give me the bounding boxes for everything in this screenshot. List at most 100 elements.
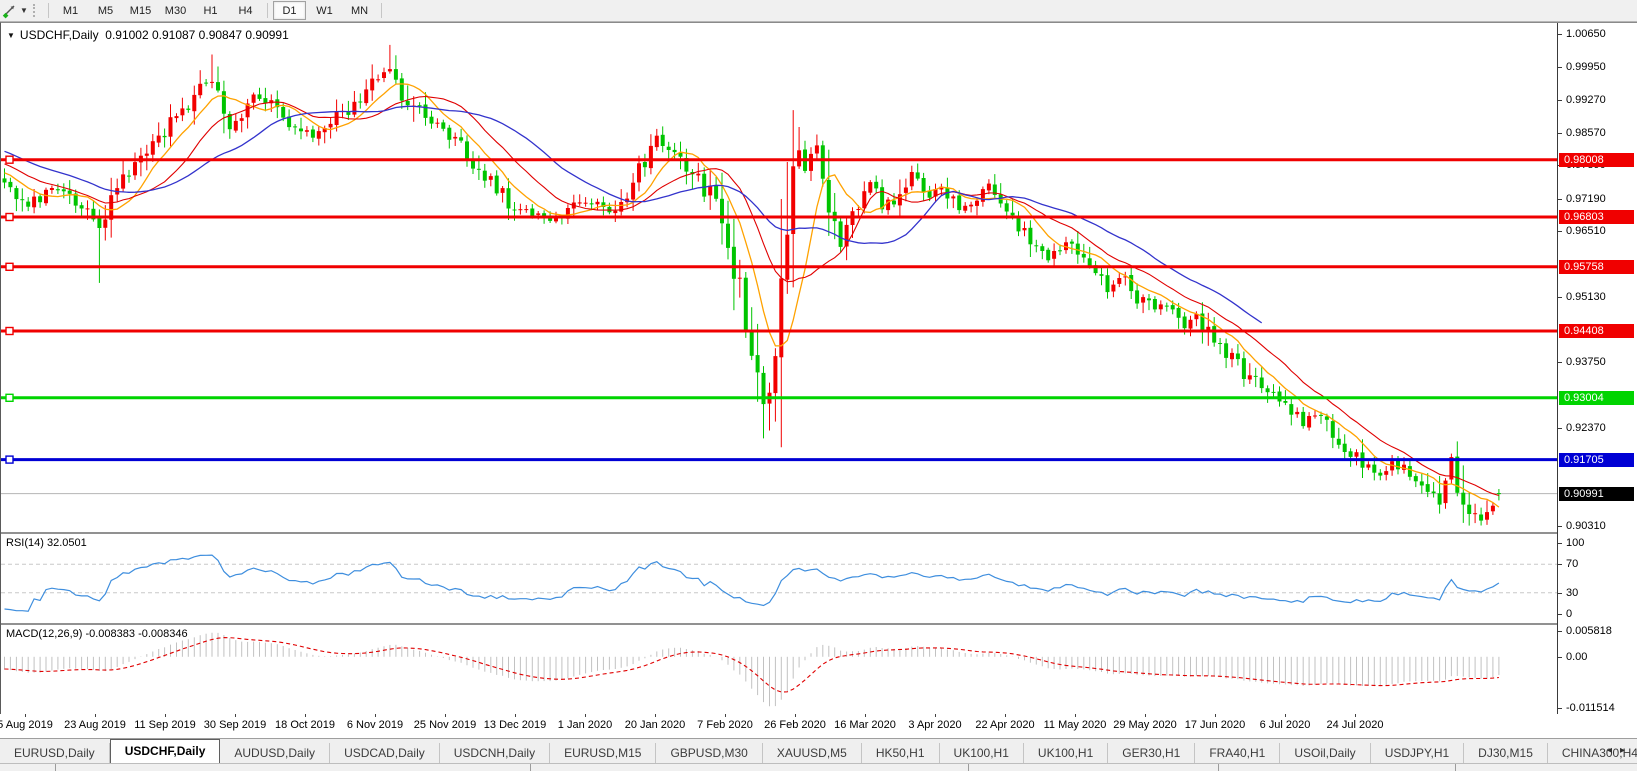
price-tick-mark [1558,296,1562,298]
price-tick-label: 0.98570 [1566,127,1606,139]
chart-tab-usdjpy-h1[interactable]: USDJPY,H1 [1371,743,1465,764]
horizontal-level-lines[interactable] [1,155,1557,464]
chart-tab-eurusd-m15[interactable]: EURUSD,M15 [550,743,657,764]
macd-pane[interactable]: MACD(12,26,9) -0.008383 -0.008346 [1,625,1557,715]
price-chart-pane[interactable]: ▼ USDCHF,Daily 0.91002 0.91087 0.90847 0.… [1,23,1557,534]
macd-signal-line [4,637,1499,693]
status-divider [55,764,56,771]
toolbar-grip[interactable] [33,4,39,17]
date-tick-mark [445,714,446,717]
date-tick-mark [865,714,866,717]
date-label: 24 Jul 2020 [1326,719,1384,731]
date-tick-mark [165,714,166,717]
chart-tab-usdchf-daily[interactable]: USDCHF,Daily [109,739,221,764]
date-tick-mark [25,714,26,717]
date-tick-mark [655,714,656,717]
date-label: 20 Jan 2020 [624,719,686,731]
timeframe-button-m15[interactable]: M15 [129,4,152,17]
pointer-tool-icon[interactable] [0,3,18,19]
price-tick-label: 0.99270 [1566,93,1606,106]
price-tick-label: 0.96510 [1566,225,1606,237]
date-tick-mark [305,714,306,717]
timeframe-button-h1[interactable]: H1 [203,4,218,17]
date-label: 18 Oct 2019 [275,719,335,731]
ma-line-28 [4,105,1263,324]
price-tick-label: 0.93750 [1566,356,1606,369]
date-label: 5 Aug 2019 [0,719,53,731]
tab-scroll-arrows[interactable]: ◂▸ [1606,745,1633,756]
status-divider [1455,764,1456,771]
chart-tab-eurusd-daily[interactable]: EURUSD,Daily [0,743,110,764]
status-divider [530,764,531,771]
chart-title: ▼ USDCHF,Daily 0.91002 0.91087 0.90847 0.… [7,28,289,42]
date-label: 11 May 2020 [1043,719,1107,731]
price-tick-label: 0.99950 [1566,61,1606,74]
chart-title-text: USDCHF,Daily 0.91002 0.91087 0.90847 0.9… [19,28,289,42]
chart-tab-china300-h4[interactable]: CHINA300,H4 [1548,743,1637,764]
top-toolbar: ▼ M1 M5 M15 M30 H1 H4 D1 W1 MN [0,0,1637,22]
chart-tab-usoil-daily[interactable]: USOil,Daily [1280,743,1371,764]
date-label: 13 Dec 2019 [483,719,547,731]
price-tick-mark [1558,34,1562,35]
price-line-label: 0.93004 [1559,390,1634,405]
date-tick-mark [235,714,236,717]
timeframe-button-m5[interactable]: M5 [97,4,114,17]
date-tick-mark [1215,714,1216,717]
chart-tab-audusd-daily[interactable]: AUDUSD,Daily [220,743,331,764]
date-label: 22 Apr 2020 [975,719,1035,731]
date-label: 3 Apr 2020 [908,719,962,731]
date-axis[interactable]: 5 Aug 2019 23 Aug 2019 11 Sep 2019 30 Sep 2… [0,714,1637,738]
timeframe-button-m1[interactable]: M1 [62,4,79,17]
chart-tab-hk50-h1[interactable]: HK50,H1 [862,743,940,764]
macd-tick-label: 0.00 [1566,650,1588,663]
date-tick-mark [585,714,586,717]
chart-tab-xauusd-m5[interactable]: XAUUSD,M5 [763,743,862,764]
date-label: 7 Feb 2020 [697,719,753,731]
date-label: 23 Aug 2019 [64,719,126,731]
price-line-label: 0.96803 [1559,210,1634,224]
price-tick-mark [1558,67,1562,69]
timeframe-button-h4[interactable]: H4 [238,4,253,17]
macd-tick-label: -0.011514 [1566,702,1615,714]
timeframe-button-w1[interactable]: W1 [316,4,333,17]
date-tick-mark [515,714,516,717]
price-tick-mark [1558,133,1562,134]
price-line-label: 0.94408 [1559,324,1634,338]
price-line-label: 0.98008 [1559,152,1634,167]
chart-tab-usdcad-daily[interactable]: USDCAD,Daily [330,743,440,764]
chart-tab-uk100-h1[interactable]: UK100,H1 [1024,743,1109,764]
rsi-tick-label: 100 [1566,537,1585,549]
price-axis[interactable]: 1.006500.999500.992700.985700.978900.971… [1557,23,1637,715]
chart-tab-uk100-h1[interactable]: UK100,H1 [940,743,1024,764]
rsi-tick-label: 30 [1566,586,1579,599]
timeframe-button-d1[interactable]: D1 [273,1,306,20]
price-tick-label: 0.92370 [1566,422,1606,434]
pointer-tool-dropdown-icon[interactable]: ▼ [20,6,28,15]
chart-tab-ger30-h1[interactable]: GER30,H1 [1108,743,1196,764]
date-label: 6 Jul 2020 [1259,719,1311,731]
chart-menu-arrow-icon[interactable]: ▼ [7,31,15,40]
date-tick-mark [935,714,936,717]
chart-tab-usdcnh-daily[interactable]: USDCNH,Daily [440,743,551,764]
date-tick-mark [95,714,96,717]
price-tick-label: 0.90310 [1566,520,1606,532]
status-strip [0,763,1637,771]
date-tick-mark [1285,714,1286,717]
date-label: 30 Sep 2019 [203,719,267,731]
timeframe-button-m30[interactable]: M30 [164,4,187,17]
status-divider [1218,764,1219,771]
date-tick-mark [795,714,796,717]
price-tick-mark [1558,428,1562,429]
price-tick-mark [1558,231,1562,232]
date-label: 25 Nov 2019 [413,719,477,731]
timeframe-button-mn[interactable]: MN [350,4,369,17]
chart-window: ▼ USDCHF,Daily 0.91002 0.91087 0.90847 0.… [0,22,1637,715]
chart-tab-gbpusd-m30[interactable]: GBPUSD,M30 [656,743,763,764]
chart-tab-fra40-h1[interactable]: FRA40,H1 [1195,743,1281,764]
ma-line-8 [4,83,1500,508]
rsi-pane[interactable]: RSI(14) 32.0501 [1,534,1557,625]
chart-tab-dj30-m15[interactable]: DJ30,M15 [1464,743,1548,764]
date-label: 16 Mar 2020 [834,719,896,731]
timeframe-buttons: M1 M5 M15 M30 H1 H4 D1 W1 MN [53,1,386,20]
rsi-label: RSI(14) 32.0501 [6,537,87,549]
